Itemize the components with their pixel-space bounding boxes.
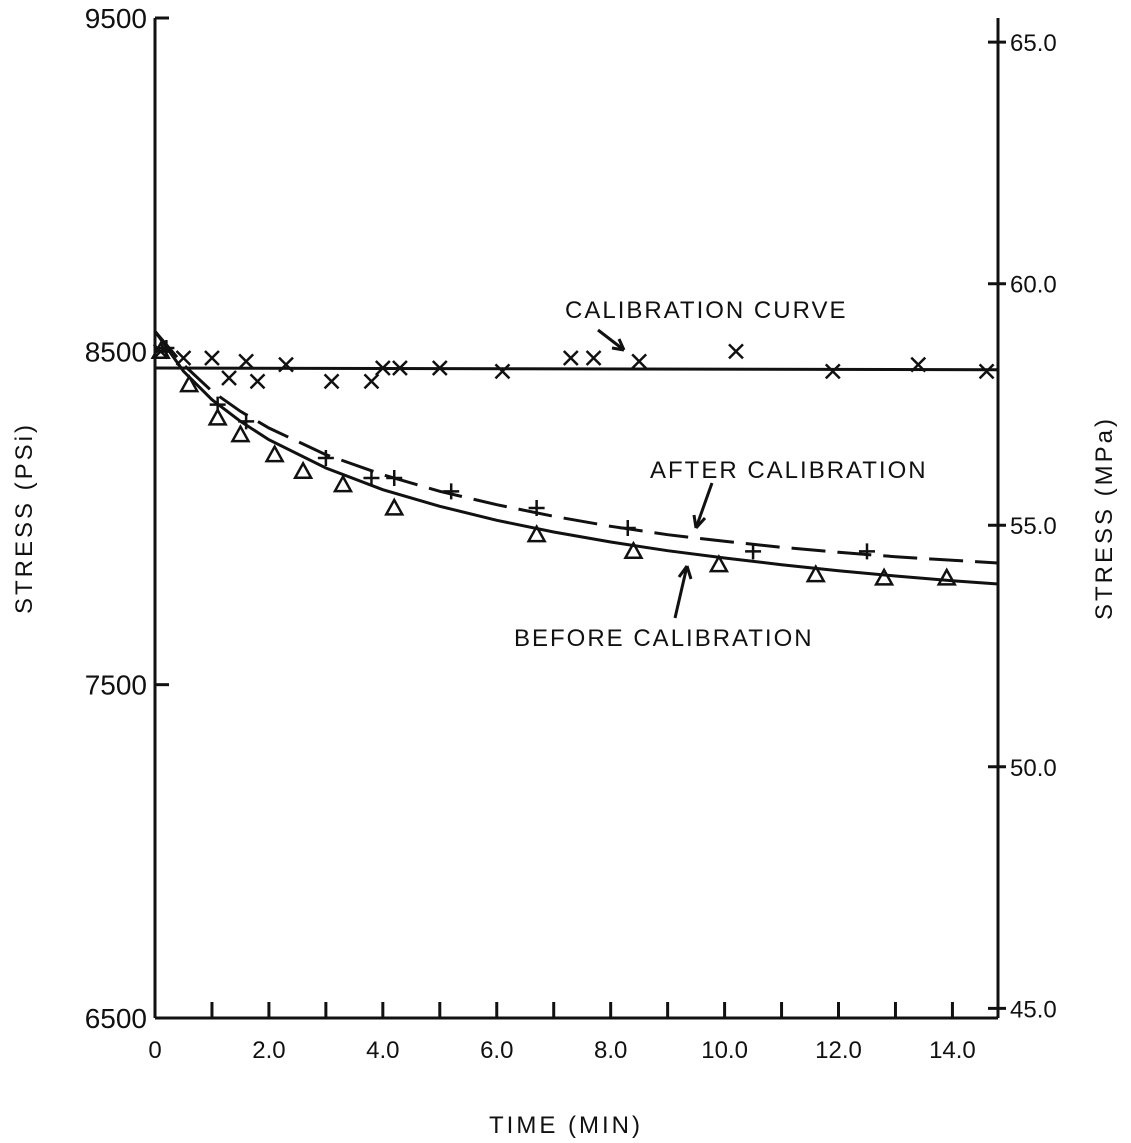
before-calibration-point [526, 524, 547, 543]
arrowhead-calibration-curve [611, 338, 626, 352]
x-tick-label: 2.0 [252, 1037, 285, 1064]
x-tick-label: 6.0 [480, 1037, 513, 1064]
y-right-tick-label: 55.0 [1010, 513, 1057, 540]
calibration-curve-point [204, 350, 220, 366]
annotation-after-calibration: AFTER CALIBRATION [650, 457, 928, 484]
calibration-curve-point [631, 353, 648, 370]
x-tick-label: 10.0 [701, 1037, 748, 1064]
x-tick-label: 14.0 [929, 1037, 976, 1064]
y-left-tick-label: 7500 [85, 670, 147, 701]
before-calibration-point [936, 567, 957, 586]
before-calibration-point [264, 444, 285, 463]
fit-line-calibration-curve [154, 366, 999, 372]
fit-line-after-calibration [153, 330, 999, 565]
calibration-curve-point [249, 373, 266, 390]
calibration-curve-point [238, 353, 255, 370]
calibration-curve-point [175, 350, 192, 366]
before-calibration-point [873, 567, 895, 586]
fit-curves [153, 330, 999, 586]
calibration-curve-point [431, 360, 448, 376]
y-right-tick-label: 50.0 [1010, 755, 1057, 782]
after-calibration-point [528, 500, 545, 516]
calibration-curve-point [278, 356, 294, 373]
arrowhead-after-calibration [692, 514, 707, 530]
y-right-tick-label: 60.0 [1010, 272, 1057, 299]
arrow-after-calibration [694, 482, 714, 529]
y-right-tick-label: 45.0 [1010, 996, 1057, 1023]
before-calibration-point [207, 407, 228, 426]
data-markers [150, 340, 995, 586]
arrow-before-calibration [673, 565, 689, 619]
curve-annotations: CALIBRATION CURVE AFTER CALIBRATION BEFO… [514, 297, 928, 652]
calibration-curve-point [910, 356, 927, 373]
calibration-curve-point [978, 363, 995, 380]
before-calibration-point [150, 340, 171, 359]
after-calibration-point [858, 543, 875, 560]
y-left-tick-label: 6500 [85, 1003, 147, 1034]
calibration-curve-point [323, 373, 340, 390]
arrowhead-before-calibration [677, 565, 693, 580]
calibration-curve-point [824, 363, 841, 380]
after-calibration-point [317, 450, 334, 466]
calibration-curve-point [585, 350, 602, 366]
before-calibration-point [805, 564, 826, 583]
x-axis-title: TIME (MIN) [489, 1112, 643, 1139]
before-calibration-point [179, 374, 200, 393]
after-calibration-point [386, 470, 403, 486]
annotation-before-calibration: BEFORE CALIBRATION [514, 625, 814, 652]
after-calibration-point [238, 413, 255, 430]
y-left-tick-label: 8500 [85, 336, 147, 367]
after-calibration-point [745, 543, 762, 560]
x-tick-label: 4.0 [366, 1037, 399, 1064]
fit-line-before-calibration [153, 330, 999, 586]
calibration-curve-point [728, 343, 744, 360]
after-calibration-point [443, 483, 460, 500]
y-right-tick-label: 65.0 [1010, 30, 1057, 57]
plot-axes: 0 2.0 4.0 6.0 8.0 10.0 12.0 14.0 6500 7500 8500 950… [85, 3, 1057, 1064]
x-tick-label: 12.0 [815, 1037, 862, 1064]
y-axis-title-right: STRESS (MPa) [1091, 416, 1118, 620]
annotation-calibration-curve: CALIBRATION CURVE [565, 297, 848, 324]
calibration-curve-point [392, 360, 408, 376]
calibration-curve-point [374, 360, 391, 376]
calibration-curve-point [494, 363, 511, 380]
before-calibration-point [384, 497, 405, 516]
before-calibration-point [230, 424, 251, 443]
after-calibration-point [363, 470, 380, 486]
axis-labels: TIME (MIN) STRESS (PSi) STRESS (MPa) [11, 416, 1118, 1139]
y-left-tick-label: 9500 [85, 3, 147, 34]
before-calibration-point [623, 540, 644, 559]
calibration-curve-point [221, 370, 237, 386]
before-calibration-point [708, 554, 730, 573]
calibration-curve-point [363, 373, 380, 390]
before-calibration-point [332, 474, 354, 493]
arrow-calibration-curve [597, 328, 625, 352]
y-axis-title-left: STRESS (PSi) [11, 422, 38, 614]
x-tick-label: 0 [148, 1037, 161, 1064]
x-tick-label: 8.0 [594, 1037, 627, 1064]
after-calibration-point [619, 520, 636, 536]
before-calibration-point [292, 460, 314, 479]
calibration-curve-point [562, 350, 579, 366]
